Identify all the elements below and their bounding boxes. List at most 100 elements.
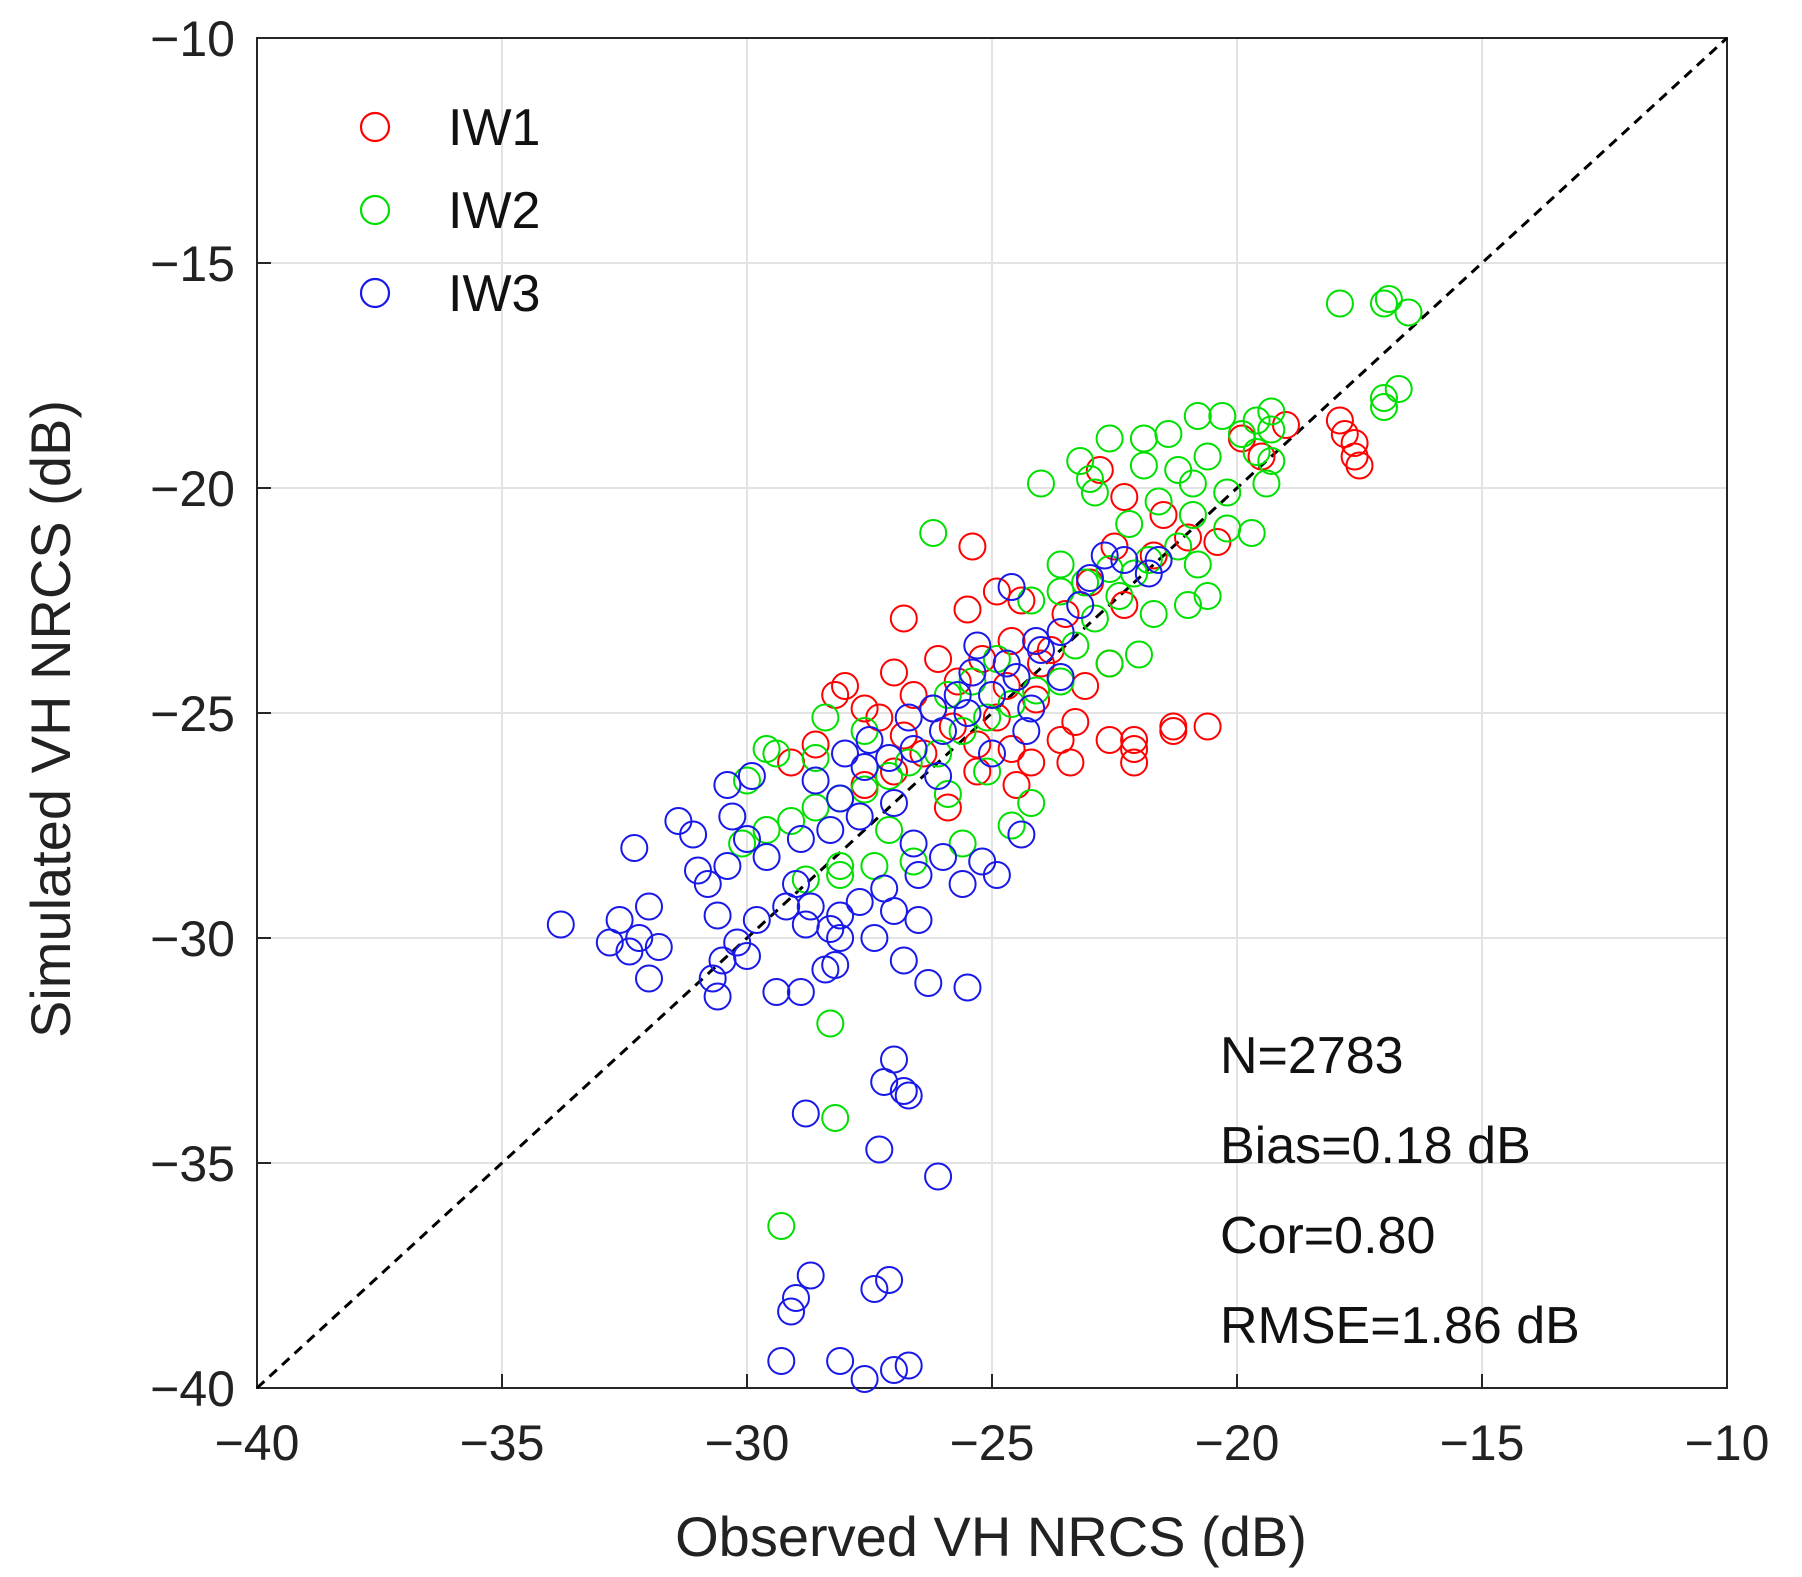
data-point-iw3 bbox=[924, 1162, 953, 1191]
data-point-iw2 bbox=[1134, 546, 1163, 574]
data-point-iw3 bbox=[904, 861, 933, 889]
x-tick-label: −35 bbox=[460, 1415, 545, 1471]
data-point-iw2 bbox=[1144, 487, 1173, 516]
data-point-iw1 bbox=[1325, 406, 1354, 435]
data-point-iw1 bbox=[1120, 726, 1149, 754]
data-point-iw3 bbox=[831, 739, 859, 768]
data-point-iw2 bbox=[1183, 402, 1212, 430]
data-point-iw3 bbox=[875, 1266, 904, 1294]
data-point-iw3 bbox=[796, 892, 825, 921]
data-point-iw3 bbox=[904, 906, 933, 934]
data-point-iw3 bbox=[826, 901, 855, 930]
data-point-iw3 bbox=[1110, 546, 1139, 574]
y-tick-labels: −10 −15 −20 −25 −30 −35 −40 bbox=[150, 11, 235, 1417]
data-point-iw2 bbox=[728, 829, 757, 858]
data-point-iw3 bbox=[865, 1135, 894, 1164]
data-point-iw2 bbox=[1193, 582, 1222, 610]
legend-marker-iw1 bbox=[359, 111, 391, 143]
data-point-iw3 bbox=[889, 946, 918, 975]
data-point-iw1 bbox=[1139, 541, 1168, 570]
data-point-iw3 bbox=[801, 766, 830, 795]
data-point-iw2 bbox=[1325, 289, 1354, 318]
data-point-iw3 bbox=[1022, 627, 1051, 655]
data-point-iw2 bbox=[1027, 469, 1055, 498]
data-point-iw3 bbox=[953, 973, 982, 1002]
data-point-iw3 bbox=[919, 694, 948, 723]
data-point-iw1 bbox=[992, 672, 1021, 700]
data-point-iw1 bbox=[1095, 726, 1124, 754]
data-point-iw3 bbox=[860, 924, 889, 952]
data-point-iw2 bbox=[1237, 519, 1266, 547]
data-point-iw2 bbox=[919, 519, 948, 547]
data-point-iw1 bbox=[997, 627, 1026, 655]
data-point-iw2 bbox=[1370, 289, 1398, 318]
data-point-iw3 bbox=[786, 825, 815, 853]
data-point-iw3 bbox=[880, 1356, 908, 1384]
data-point-iw3 bbox=[924, 762, 953, 790]
y-tick-label: −25 bbox=[150, 686, 235, 742]
stat-bias: Bias=0.18 dB bbox=[1220, 1117, 1531, 1175]
data-point-iw2 bbox=[1227, 420, 1256, 448]
data-point-iw2 bbox=[826, 852, 855, 880]
data-point-iw1 bbox=[1340, 429, 1369, 457]
data-point-iw2 bbox=[850, 775, 879, 804]
y-tick-label: −10 bbox=[150, 11, 235, 67]
data-point-iw1 bbox=[850, 694, 879, 723]
data-point-iw3 bbox=[620, 834, 649, 862]
y-tick-label: −15 bbox=[150, 236, 235, 292]
data-point-iw3 bbox=[889, 1077, 918, 1105]
data-point-iw2 bbox=[875, 816, 904, 844]
data-point-iw1 bbox=[1017, 748, 1046, 777]
data-point-iw1 bbox=[899, 681, 928, 709]
data-point-iw2 bbox=[1384, 375, 1413, 403]
data-point-iw1 bbox=[1174, 523, 1202, 552]
x-axis-label: Observed VH NRCS (dB) bbox=[675, 1505, 1307, 1568]
data-point-iw2 bbox=[1370, 393, 1398, 421]
data-point-iw3 bbox=[899, 829, 928, 858]
data-point-iw1 bbox=[1120, 748, 1149, 777]
legend-label-iw3: IW3 bbox=[448, 265, 540, 323]
data-point-iw2 bbox=[899, 847, 928, 876]
data-point-iw1 bbox=[1051, 600, 1080, 628]
data-point-iw1 bbox=[880, 658, 908, 687]
data-point-iw2 bbox=[1193, 442, 1222, 471]
data-point-iw3 bbox=[850, 1365, 879, 1393]
data-point-iw3 bbox=[796, 1261, 825, 1290]
data-point-iw2 bbox=[1095, 424, 1124, 453]
data-point-iw3 bbox=[870, 1068, 899, 1096]
data-point-iw3 bbox=[992, 649, 1021, 678]
x-tick-labels: −40 −35 −30 −25 −20 −15 −10 bbox=[215, 1415, 1770, 1471]
data-point-iw3 bbox=[899, 735, 928, 763]
data-point-iw2 bbox=[811, 703, 840, 732]
data-point-iw3 bbox=[693, 870, 722, 898]
data-point-iw3 bbox=[786, 978, 815, 1006]
y-tick-label: −30 bbox=[150, 911, 235, 967]
data-point-iw3 bbox=[546, 910, 575, 939]
x-tick-label: −25 bbox=[950, 1415, 1035, 1471]
data-point-iw2 bbox=[733, 766, 761, 795]
x-tick-label: −10 bbox=[1685, 1415, 1770, 1471]
series-iw1 bbox=[777, 406, 1374, 822]
data-point-iw2 bbox=[777, 807, 806, 835]
data-point-iw2 bbox=[973, 757, 1002, 786]
data-point-iw2 bbox=[1374, 285, 1403, 313]
data-point-iw3 bbox=[929, 843, 957, 871]
data-point-iw1 bbox=[1056, 748, 1085, 777]
legend: IW1 IW2 IW3 bbox=[359, 99, 540, 323]
data-point-iw1 bbox=[958, 532, 987, 561]
legend-label-iw2: IW2 bbox=[448, 182, 540, 240]
data-point-iw2 bbox=[826, 861, 855, 889]
data-point-iw3 bbox=[703, 982, 732, 1011]
data-point-iw1 bbox=[933, 793, 962, 822]
data-point-iw3 bbox=[978, 739, 1006, 768]
data-point-iw1 bbox=[1345, 451, 1374, 480]
data-point-iw3 bbox=[679, 820, 708, 849]
data-point-iw3 bbox=[826, 1347, 855, 1375]
data-point-iw2 bbox=[1257, 397, 1286, 426]
data-point-iw3 bbox=[894, 1081, 923, 1110]
data-point-iw3 bbox=[1017, 694, 1046, 723]
data-point-iw3 bbox=[963, 631, 992, 660]
data-point-iw3 bbox=[914, 969, 943, 997]
data-point-iw2 bbox=[1080, 478, 1109, 507]
y-tick-label: −35 bbox=[150, 1136, 235, 1192]
